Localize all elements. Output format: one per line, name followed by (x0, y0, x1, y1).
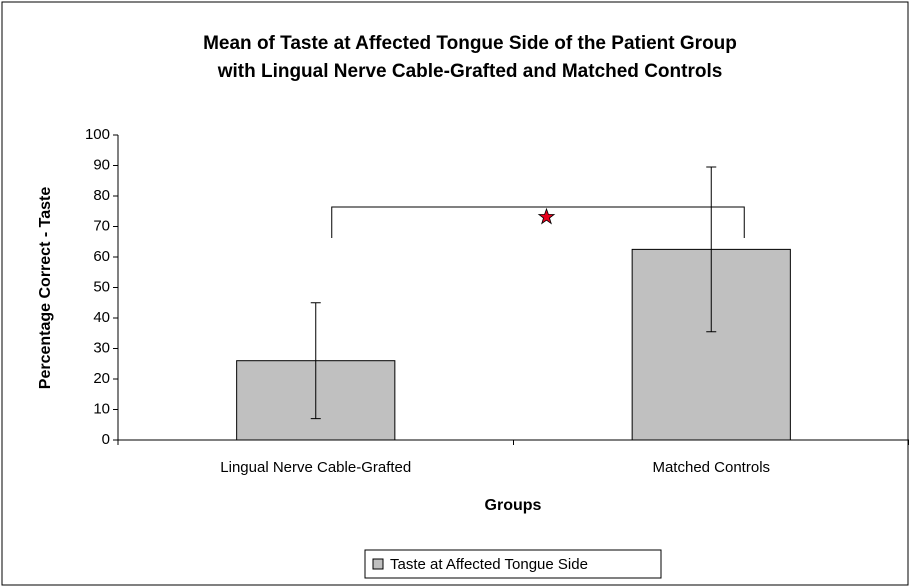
y-tick-label: 80 (93, 187, 110, 204)
legend-swatch (372, 558, 384, 570)
error-bar (706, 166, 717, 333)
significance-star: * (537, 207, 556, 225)
y-tick-label: 70 (93, 217, 110, 234)
y-tick-label: 90 (93, 156, 110, 173)
significance-bracket (331, 206, 745, 238)
y-tick-label: 0 (102, 431, 110, 448)
legend-label: Taste at Affected Tongue Side (390, 556, 588, 573)
error-bar (310, 302, 321, 420)
y-tick-label: 60 (93, 248, 110, 265)
y-tick-label: 30 (93, 339, 110, 356)
chart-title: with Lingual Nerve Cable-Grafted and Mat… (217, 61, 723, 82)
y-tick-label: 100 (85, 126, 110, 143)
x-tick-label: Matched Controls (652, 459, 770, 476)
x-axis-title: Groups (485, 497, 542, 514)
x-tick-label: Lingual Nerve Cable-Grafted (220, 459, 411, 476)
y-tick-label: 50 (93, 278, 110, 295)
legend (364, 549, 662, 579)
y-tick-label: 10 (93, 400, 110, 417)
y-axis-title: Percentage Correct - Taste (37, 187, 54, 390)
y-tick-label: 40 (93, 309, 110, 326)
y-tick-label: 20 (93, 370, 110, 387)
chart-title: Mean of Taste at Affected Tongue Side of… (203, 33, 737, 54)
